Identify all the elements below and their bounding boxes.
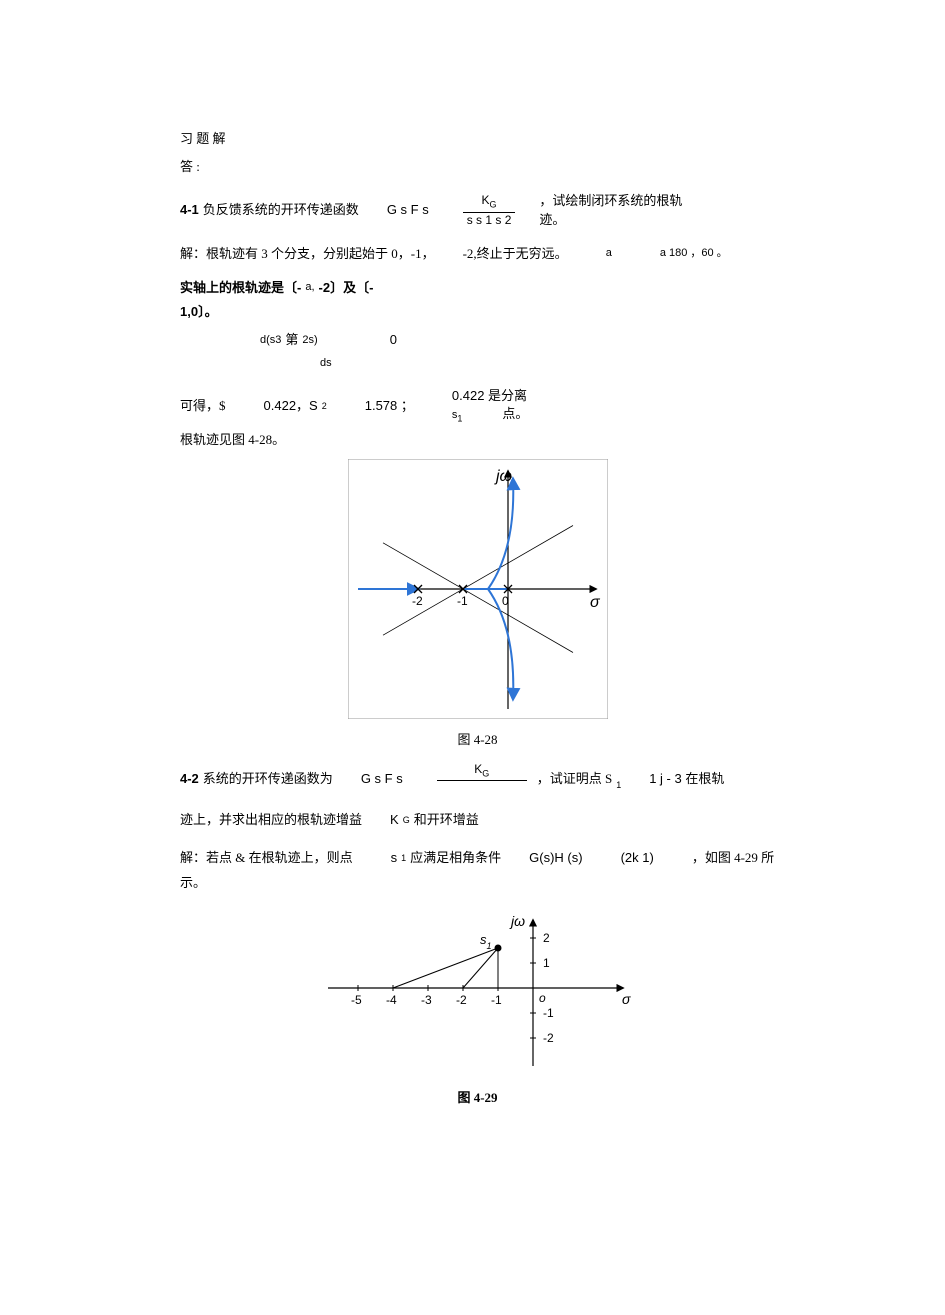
sol2-1e: (2k 1) — [621, 849, 654, 867]
figure-4-28: -2 -1 0 jω σ 图 4-28 — [180, 459, 775, 748]
answer-label: 答 : — [180, 158, 775, 176]
svg-text:-4: -4 — [386, 993, 397, 1007]
svg-text:-3: -3 — [421, 993, 432, 1007]
fig428-caption: 图 4-28 — [180, 731, 775, 749]
problem-4-2-label: 4-2 — [180, 770, 199, 788]
sol1-line1: 解：根轨迹有 3 个分支，分别起始于 0，-1， -2,终止于无穷远。 a a … — [180, 245, 775, 263]
sol2-1f: ，如图 4-29 所 — [692, 849, 774, 867]
p41-tail2: 迹。 — [539, 211, 682, 229]
svg-text:0: 0 — [502, 594, 509, 608]
sol2-1g: 示。 — [180, 874, 206, 892]
sol2-line1: 解：若点 & 在根轨迹上，则点 s1 应满足相角条件 G(s)H (s) (2k… — [180, 849, 775, 867]
p42-2c: 和开环增益 — [414, 811, 479, 829]
answer-text: 答 : — [180, 158, 200, 176]
p42-2b-sub: G — [403, 814, 410, 827]
sol1-2d: 1,0〕。 — [180, 303, 218, 321]
p42-2b: K — [390, 811, 399, 829]
p42-2a: 迹上，并求出相应的根轨迹增益 — [180, 811, 362, 829]
frac-41: KG s s 1 s 2 — [463, 194, 516, 226]
sol2-1a: 解：若点 & 在根轨迹上，则点 — [180, 849, 353, 867]
sol2-1b: s — [391, 849, 398, 867]
sol2-1c: 应满足相角条件 — [410, 849, 501, 867]
frac42-num: K — [474, 762, 482, 776]
sol1-a2: a 180 ，60 。 — [660, 246, 728, 261]
svg-text:jω: jω — [509, 913, 525, 929]
p42-line2: 迹上，并求出相应的根轨迹增益 KG 和开环增益 — [180, 811, 775, 829]
svg-text:-2: -2 — [543, 1031, 554, 1045]
p42-tail1: ，试证明点 S — [537, 770, 612, 788]
svg-text:jω: jω — [494, 468, 512, 485]
sol1-2b: a, — [305, 280, 314, 295]
sol1-3a: 可得，$ — [180, 397, 226, 415]
deriv-left: d(s3 — [260, 333, 281, 348]
svg-text:o: o — [539, 991, 546, 1005]
svg-text:-2: -2 — [456, 993, 467, 1007]
deriv-num: d(s3 第 2s) 0 — [260, 331, 775, 349]
frac-42: KG — [437, 763, 527, 795]
doc-title: 习 题 解 — [180, 130, 775, 148]
sol1-line3: 可得，$ 0.422，S2 1.578 ； 0.422 是分离 s1点。 — [180, 387, 775, 425]
problem-4-1-lead: 负反馈系统的开环传递函数 — [203, 201, 359, 219]
svg-text:-2: -2 — [412, 594, 423, 608]
sol1-3b-sub: 2 — [322, 400, 327, 413]
svg-text:-1: -1 — [543, 1006, 554, 1020]
sol1-1a: 解：根轨迹有 3 个分支，分别起始于 0，-1， — [180, 245, 435, 263]
sol1-line2: 实轴上的根轨迹是〔- a, -2〕及〔- 1,0〕。 — [180, 279, 775, 321]
deriv-right: 2s) — [302, 333, 317, 348]
svg-text:-1: -1 — [457, 594, 468, 608]
fig429-caption: 图 4-29 — [180, 1089, 775, 1107]
frac41-num: K — [482, 193, 490, 207]
sol2-1b-sub: 1 — [401, 852, 406, 865]
sol1-3b: 0.422，S — [264, 397, 318, 415]
problem-4-2: 4-2 系统的开环传递函数为 G s F s KG ，试证明点 S 1 1 j … — [180, 763, 775, 795]
deriv-den-row: ds — [320, 356, 775, 371]
figure-4-29: -5 -4 -3 -2 -1 2 1 -1 -2 s1 jω σ o 图 4-29 — [180, 908, 775, 1107]
fig429-svg: -5 -4 -3 -2 -1 2 1 -1 -2 s1 jω σ o — [318, 908, 638, 1078]
p42-tail-sub: 1 — [616, 781, 621, 790]
problem-4-2-lead: 系统的开环传递函数为 — [203, 770, 333, 788]
deriv-zero: 0 — [390, 331, 397, 349]
deriv-mid: 第 — [285, 331, 298, 349]
svg-text:s1: s1 — [480, 932, 492, 951]
sol1-3f: 点。 — [502, 406, 528, 421]
title-text: 习 题 解 — [180, 130, 226, 148]
svg-text:2: 2 — [543, 931, 550, 945]
p41-tail1: ，试绘制闭环系统的根轨 — [539, 192, 682, 210]
deriv-den: ds — [320, 356, 332, 371]
problem-4-1: 4-1 负反馈系统的开环传递函数 G s F s KG s s 1 s 2 ，试… — [180, 192, 775, 228]
sol1-2a: 实轴上的根轨迹是〔- — [180, 279, 301, 297]
svg-text:-1: -1 — [491, 993, 502, 1007]
svg-text:σ: σ — [590, 594, 601, 611]
svg-text:-5: -5 — [351, 993, 362, 1007]
sol2-1d: G(s)H (s) — [529, 849, 582, 867]
sol1-3e: 0.422 是分离 — [452, 388, 527, 403]
problem-4-1-label: 4-1 — [180, 201, 199, 219]
p42-tail2: 1 j - 3 在根轨 — [649, 770, 724, 788]
frac42-num-sub: G — [482, 768, 489, 778]
sol1-3d-sub: 1 — [457, 414, 462, 424]
sol1-2c: -2〕及〔- — [319, 279, 374, 297]
sol2-line1g-row: 示。 — [180, 874, 775, 892]
gfs-41: G s F s — [387, 201, 429, 219]
sol1-a1: a — [606, 246, 612, 261]
sol1-1b: -2,终止于无穷远。 — [463, 245, 568, 263]
fig428-svg: -2 -1 0 jω σ — [348, 459, 608, 719]
sol1-3c: 1.578 ； — [365, 397, 414, 415]
svg-text:σ: σ — [622, 991, 631, 1007]
sol1-line4-row: 根轨迹见图 4-28。 — [180, 431, 775, 449]
frac41-den: s s 1 s 2 — [463, 212, 516, 227]
frac41-num-sub: G — [490, 200, 497, 210]
svg-text:1: 1 — [543, 956, 550, 970]
gfs-42: G s F s — [361, 770, 403, 788]
sol1-line4: 根轨迹见图 4-28。 — [180, 431, 285, 449]
